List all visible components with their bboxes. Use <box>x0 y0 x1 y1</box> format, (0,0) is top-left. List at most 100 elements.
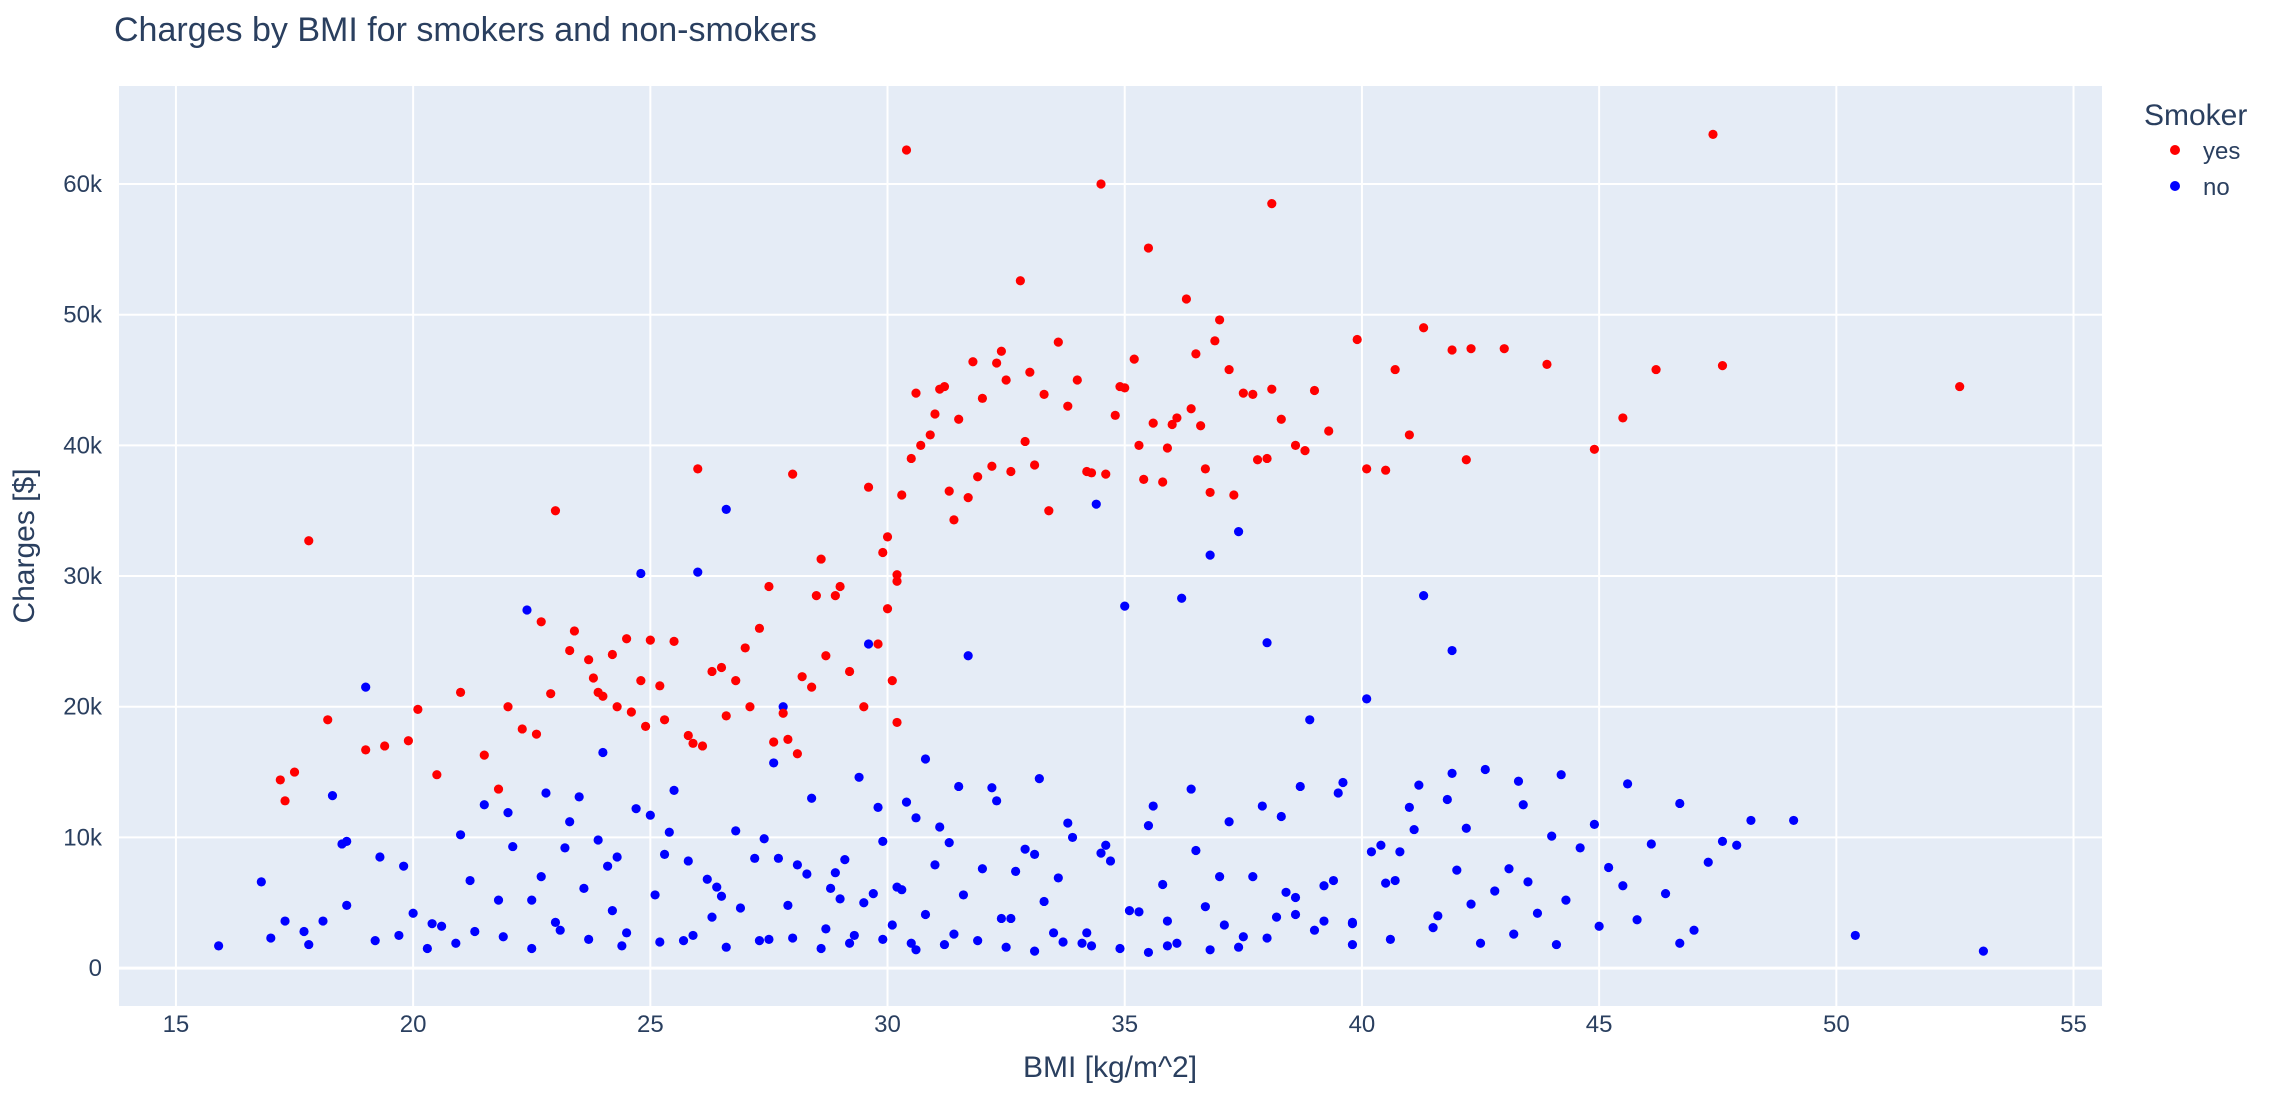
data-point-yes[interactable] <box>963 493 973 503</box>
data-point-yes[interactable] <box>1181 294 1192 304</box>
data-point-no[interactable] <box>840 855 850 865</box>
data-point-no[interactable] <box>1058 937 1068 947</box>
data-point-no[interactable] <box>555 925 565 935</box>
data-point-no[interactable] <box>1518 800 1528 810</box>
data-point-no[interactable] <box>361 682 371 692</box>
data-point-no[interactable] <box>1978 946 1988 956</box>
data-point-no[interactable] <box>327 791 338 801</box>
data-point-no[interactable] <box>750 853 760 863</box>
data-point-no[interactable] <box>607 906 617 916</box>
data-point-no[interactable] <box>408 908 418 918</box>
data-point-no[interactable] <box>783 900 793 910</box>
data-point-yes[interactable] <box>546 689 556 699</box>
data-point-no[interactable] <box>1006 913 1016 924</box>
data-point-no[interactable] <box>1077 938 1087 948</box>
data-point-yes[interactable] <box>859 702 869 712</box>
data-point-yes[interactable] <box>769 737 779 747</box>
data-point-no[interactable] <box>1162 916 1173 926</box>
data-point-yes[interactable] <box>925 430 935 440</box>
data-point-no[interactable] <box>299 926 309 937</box>
data-point-no[interactable] <box>370 936 380 946</box>
data-point-no[interactable] <box>754 936 765 946</box>
data-point-no[interactable] <box>1556 770 1566 780</box>
data-point-no[interactable] <box>1162 941 1173 951</box>
data-point-no[interactable] <box>1290 909 1301 920</box>
data-point-no[interactable] <box>1271 912 1282 922</box>
data-point-no[interactable] <box>821 924 831 934</box>
data-point-yes[interactable] <box>754 623 765 633</box>
data-point-no[interactable] <box>1381 878 1391 888</box>
data-point-no[interactable] <box>451 938 461 948</box>
data-point-no[interactable] <box>1618 881 1628 891</box>
data-point-no[interactable] <box>622 928 632 938</box>
data-point-yes[interactable] <box>1955 381 1965 392</box>
data-point-no[interactable] <box>1034 774 1044 784</box>
data-point-no[interactable] <box>1338 777 1348 788</box>
data-point-no[interactable] <box>1404 802 1414 812</box>
data-point-no[interactable] <box>560 843 570 853</box>
data-point-no[interactable] <box>1115 943 1125 954</box>
data-point-yes[interactable] <box>361 745 371 755</box>
data-point-no[interactable] <box>878 934 888 944</box>
data-point-no[interactable] <box>920 754 931 764</box>
data-point-no[interactable] <box>764 934 774 944</box>
data-point-no[interactable] <box>1414 780 1424 790</box>
data-point-no[interactable] <box>778 702 788 712</box>
data-point-no[interactable] <box>1604 862 1614 873</box>
data-point-yes[interactable] <box>503 702 513 712</box>
data-point-yes[interactable] <box>550 506 561 516</box>
data-point-no[interactable] <box>1789 815 1799 826</box>
data-point-no[interactable] <box>584 934 594 944</box>
data-point-no[interactable] <box>342 900 352 910</box>
data-point-yes[interactable] <box>683 730 693 741</box>
data-point-yes[interactable] <box>697 741 708 751</box>
data-point-yes[interactable] <box>493 784 504 794</box>
data-point-yes[interactable] <box>968 357 978 367</box>
data-point-yes[interactable] <box>901 145 912 155</box>
data-point-yes[interactable] <box>830 591 840 601</box>
data-point-no[interactable] <box>1086 941 1097 951</box>
data-point-no[interactable] <box>1101 840 1111 850</box>
data-point-yes[interactable] <box>992 358 1002 368</box>
data-point-yes[interactable] <box>783 734 793 745</box>
data-point-yes[interactable] <box>1134 440 1144 450</box>
data-point-no[interactable] <box>873 802 883 812</box>
data-point-yes[interactable] <box>1096 179 1106 189</box>
data-point-no[interactable] <box>1395 847 1405 857</box>
data-point-no[interactable] <box>1575 843 1585 853</box>
data-point-no[interactable] <box>1409 824 1419 835</box>
data-point-yes[interactable] <box>1072 375 1082 385</box>
data-point-no[interactable] <box>1490 886 1500 896</box>
data-point-no[interactable] <box>470 926 480 937</box>
data-point-yes[interactable] <box>707 666 717 677</box>
data-point-no[interactable] <box>987 783 997 793</box>
data-point-no[interactable] <box>944 838 954 848</box>
data-point-no[interactable] <box>735 903 746 913</box>
data-point-yes[interactable] <box>1324 426 1334 436</box>
data-point-yes[interactable] <box>280 796 290 806</box>
data-point-no[interactable] <box>1475 938 1486 948</box>
data-point-no[interactable] <box>1105 856 1116 866</box>
data-point-no[interactable] <box>436 921 447 931</box>
data-point-no[interactable] <box>574 792 584 802</box>
data-point-no[interactable] <box>1011 866 1021 876</box>
data-point-no[interactable] <box>1158 879 1168 890</box>
data-point-no[interactable] <box>897 885 907 895</box>
data-point-no[interactable] <box>830 868 840 878</box>
data-point-no[interactable] <box>1532 908 1543 918</box>
data-point-no[interactable] <box>1029 849 1040 860</box>
data-point-yes[interactable] <box>844 666 855 677</box>
data-point-yes[interactable] <box>797 672 807 682</box>
data-point-no[interactable] <box>479 800 489 810</box>
data-point-yes[interactable] <box>593 687 603 697</box>
data-point-yes[interactable] <box>1290 440 1301 450</box>
data-point-yes[interactable] <box>1248 389 1258 400</box>
data-point-no[interactable] <box>807 793 817 803</box>
data-point-no[interactable] <box>664 827 674 837</box>
data-point-yes[interactable] <box>1229 490 1239 500</box>
data-point-yes[interactable] <box>892 576 902 586</box>
data-point-no[interactable] <box>659 849 670 860</box>
data-point-no[interactable] <box>1675 798 1685 809</box>
data-point-yes[interactable] <box>1143 243 1154 253</box>
data-point-yes[interactable] <box>1618 413 1628 423</box>
